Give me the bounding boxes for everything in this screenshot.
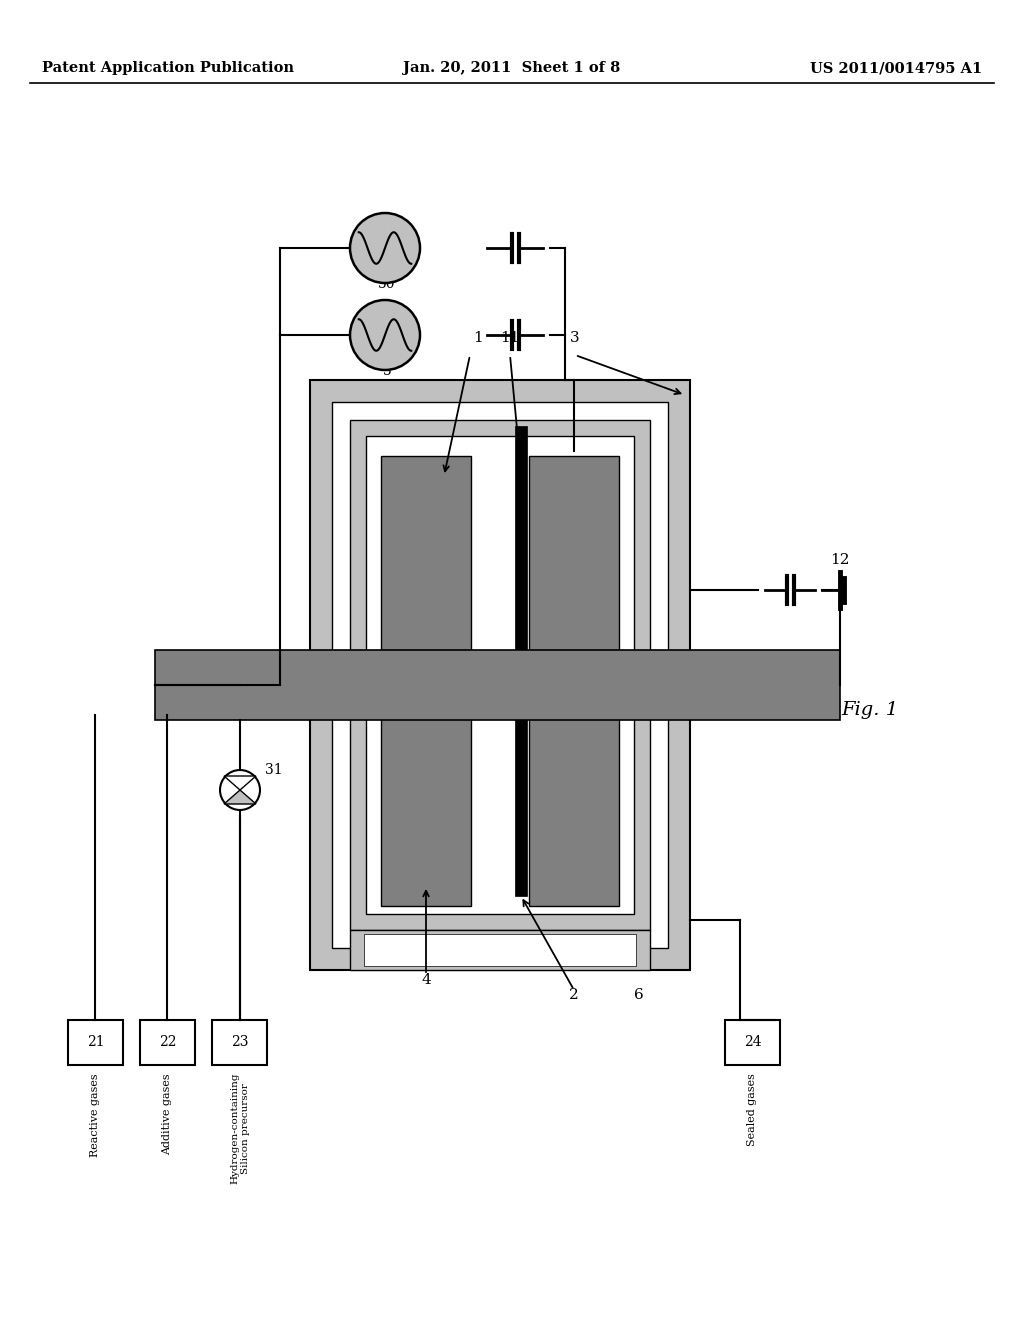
Text: 12: 12 (830, 553, 850, 568)
Text: 5: 5 (383, 364, 391, 378)
Circle shape (350, 213, 420, 282)
Text: 1: 1 (473, 331, 483, 345)
Bar (366, 436, 634, 913)
Text: US 2011/0014795 A1: US 2011/0014795 A1 (810, 61, 982, 75)
Circle shape (350, 300, 420, 370)
Text: 4: 4 (421, 973, 431, 987)
Polygon shape (224, 776, 256, 789)
Text: 11: 11 (501, 331, 520, 345)
Text: Sealed gases: Sealed gases (746, 1073, 757, 1146)
Text: 22: 22 (159, 1035, 176, 1049)
Text: 23: 23 (230, 1035, 248, 1049)
Bar (350, 931, 650, 970)
Bar (155, 649, 840, 719)
Text: 3: 3 (570, 331, 580, 345)
Bar (381, 455, 471, 906)
Text: Fig. 1: Fig. 1 (842, 701, 899, 719)
Text: 31: 31 (265, 763, 283, 777)
Text: Reactive gases: Reactive gases (90, 1073, 100, 1156)
Bar (515, 426, 527, 896)
Text: Patent Application Publication: Patent Application Publication (42, 61, 294, 75)
Text: Jan. 20, 2011  Sheet 1 of 8: Jan. 20, 2011 Sheet 1 of 8 (403, 61, 621, 75)
Bar (529, 455, 618, 906)
Text: 24: 24 (743, 1035, 761, 1049)
Bar (350, 420, 650, 931)
Text: 21: 21 (87, 1035, 104, 1049)
Bar (364, 935, 636, 966)
Bar (68, 1020, 123, 1065)
Polygon shape (224, 789, 256, 804)
Text: Hydrogen-containing
Silicon precursor: Hydrogen-containing Silicon precursor (230, 1073, 250, 1184)
Bar (332, 403, 668, 948)
Text: 50: 50 (378, 277, 395, 290)
Text: Additive gases: Additive gases (162, 1073, 172, 1155)
Bar (212, 1020, 267, 1065)
Bar (725, 1020, 780, 1065)
Text: 6: 6 (634, 987, 644, 1002)
Text: 2: 2 (569, 987, 579, 1002)
Bar (310, 380, 690, 970)
Bar (140, 1020, 195, 1065)
